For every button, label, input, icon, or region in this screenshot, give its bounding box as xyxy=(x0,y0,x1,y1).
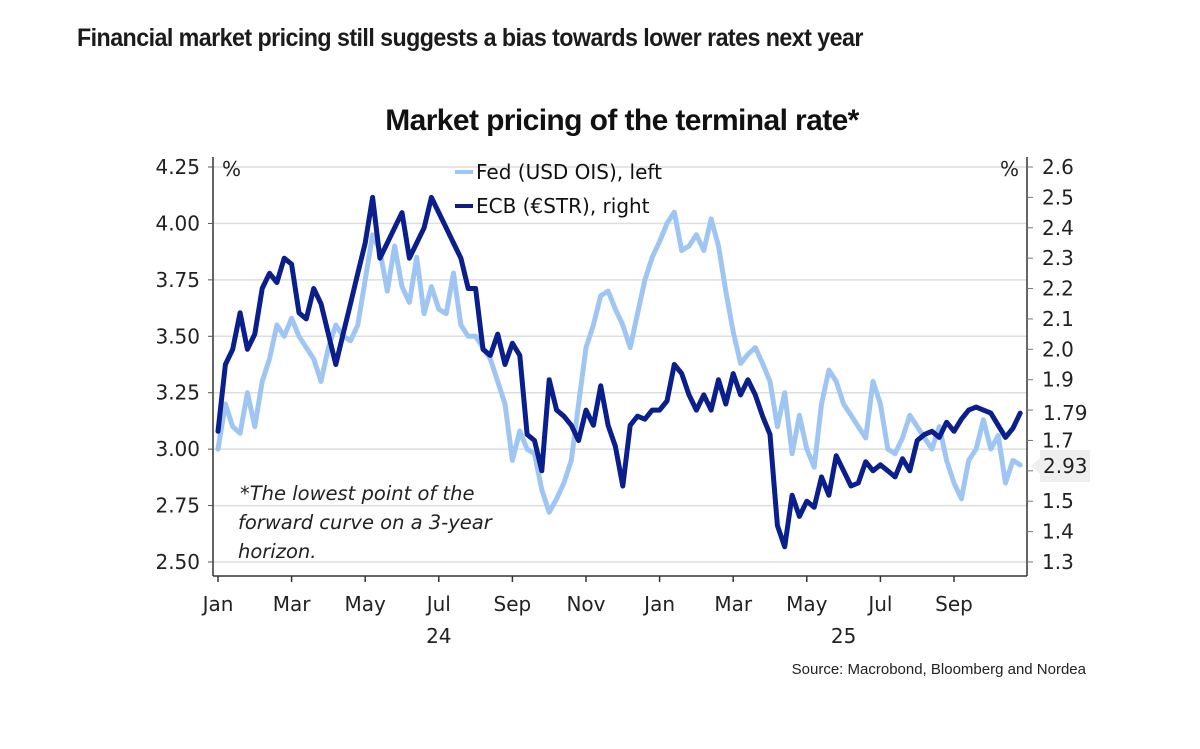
end-labels: 1.79 2.93 xyxy=(1031,401,1090,482)
x-axis-ticks: Jan Mar May Jul Sep Nov Jan Mar May Jul Sep 24 25 xyxy=(201,576,973,648)
legend-label-fed: Fed (USD OIS), left xyxy=(476,160,662,184)
left-tick-label: 4.25 xyxy=(155,155,200,179)
legend: Fed (USD OIS), left ECB (€STR), right xyxy=(455,160,662,218)
left-tick-label: 3.25 xyxy=(155,381,200,405)
x-tick-label: Mar xyxy=(714,592,753,616)
right-tick-label: 2.2 xyxy=(1042,277,1074,301)
chart-source: Source: Macrobond, Bloomberg and Nordea xyxy=(792,661,1087,678)
end-label-fed-background xyxy=(1040,450,1090,482)
x-year-label: 24 xyxy=(426,624,451,648)
footnote-line-1: *The lowest point of the xyxy=(240,482,474,505)
x-tick-label: Sep xyxy=(935,592,973,616)
left-tick-label: 3.50 xyxy=(155,324,200,348)
right-tick-label: 1.5 xyxy=(1042,489,1074,513)
x-tick-label: Jan xyxy=(642,592,675,616)
right-tick-label: 2.6 xyxy=(1042,155,1074,179)
right-tick-label: 1.9 xyxy=(1042,368,1074,392)
end-label-ecb: 1.79 xyxy=(1043,401,1088,425)
series-line-ecb xyxy=(215,194,1023,550)
x-tick-label: Jul xyxy=(425,592,451,616)
page-headline: Financial market pricing still suggests … xyxy=(77,24,863,52)
right-tick-label: 2.3 xyxy=(1042,246,1074,270)
right-tick-label: 1.7 xyxy=(1042,428,1074,452)
series-line-fed xyxy=(215,209,1023,515)
gridlines xyxy=(213,166,1027,563)
left-axis-ticks: 4.25 4.00 3.75 3.50 3.25 3.00 2.75 2.50 xyxy=(155,155,213,574)
right-tick-label: 2.4 xyxy=(1042,216,1074,240)
left-tick-label: 2.50 xyxy=(155,550,200,574)
right-tick-label: 1.3 xyxy=(1042,550,1074,574)
end-label-fed-pointer xyxy=(1031,458,1040,474)
right-tick-label: 1.4 xyxy=(1042,520,1074,544)
left-tick-label: 2.75 xyxy=(155,494,200,518)
right-tick-label: 2.5 xyxy=(1042,185,1074,209)
left-tick-label: 4.00 xyxy=(155,211,200,235)
left-tick-label: 3.75 xyxy=(155,268,200,292)
left-tick-label: 3.00 xyxy=(155,437,200,461)
x-tick-label: Jul xyxy=(866,592,892,616)
x-tick-label: Sep xyxy=(494,592,532,616)
x-tick-label: May xyxy=(345,592,387,616)
x-tick-label: Nov xyxy=(566,592,605,616)
chart-title: Market pricing of the terminal rate* xyxy=(385,104,859,137)
right-axis-unit: % xyxy=(1000,157,1019,181)
end-label-fed: 2.93 xyxy=(1043,454,1088,478)
right-axis-ticks: 2.6 2.5 2.4 2.3 2.2 2.1 2.0 1.9 1.7 1.5 1.4 1.3 xyxy=(1027,155,1074,574)
left-axis-unit: % xyxy=(222,157,241,181)
series-layer xyxy=(215,194,1023,550)
x-tick-label: Mar xyxy=(273,592,312,616)
x-tick-label: Jan xyxy=(201,592,234,616)
right-tick-label: 2.0 xyxy=(1042,337,1074,361)
footnote-line-3: horizon. xyxy=(238,540,316,563)
x-tick-label: May xyxy=(786,592,828,616)
footnote-line-2: forward curve on a 3-year xyxy=(238,511,494,534)
footnote: *The lowest point of the forward curve o… xyxy=(238,482,494,563)
right-tick-label: 2.1 xyxy=(1042,307,1074,331)
axes xyxy=(212,157,1028,577)
x-year-label: 25 xyxy=(831,624,856,648)
legend-label-ecb: ECB (€STR), right xyxy=(476,194,650,218)
